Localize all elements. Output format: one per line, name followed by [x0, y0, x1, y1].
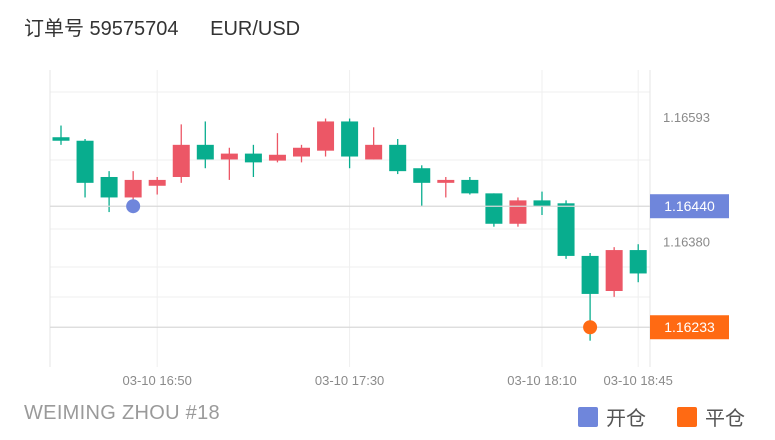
- open-swatch: [578, 406, 598, 427]
- candle-body: [509, 200, 527, 224]
- symbol-label: EUR/USD: [210, 18, 301, 40]
- candle: [76, 138, 94, 198]
- candle: [389, 138, 407, 175]
- candle: [100, 171, 118, 213]
- candle-body: [413, 168, 431, 183]
- legend-open-label: 开仓: [606, 408, 646, 430]
- x-tick-label: 03-10 16:50: [122, 373, 191, 388]
- candle-body: [557, 203, 575, 256]
- candle-body: [268, 154, 286, 161]
- chart-grid: [49, 70, 651, 367]
- candle-body: [461, 179, 479, 194]
- candle: [196, 121, 214, 169]
- candle-body: [629, 250, 647, 274]
- candle-body: [341, 121, 359, 157]
- candle: [268, 133, 286, 163]
- candle: [557, 200, 575, 259]
- candle-body: [244, 153, 262, 163]
- candle-body: [52, 137, 70, 141]
- candle-body: [293, 147, 310, 157]
- close-swatch: [677, 406, 697, 427]
- candle-body: [196, 144, 214, 160]
- candle-body: [148, 179, 166, 186]
- candle: [317, 118, 335, 157]
- candle: [485, 193, 503, 227]
- candles: [52, 118, 647, 341]
- open-price-tag-label: 1.16440: [664, 198, 715, 214]
- candle: [148, 176, 166, 195]
- candle-body: [533, 200, 551, 207]
- legend-open: 开仓: [578, 402, 646, 431]
- y-tick-label: 1.16593: [663, 110, 710, 125]
- candle: [605, 247, 623, 297]
- candle: [341, 118, 359, 169]
- candle-body: [389, 144, 407, 172]
- candle-body: [485, 193, 503, 224]
- x-tick-label: 03-10 18:45: [603, 373, 672, 388]
- candle-body: [437, 179, 455, 183]
- legend-close-label: 平仓: [705, 408, 745, 430]
- close-marker: [583, 320, 598, 335]
- candle: [244, 144, 262, 177]
- candle: [293, 144, 310, 163]
- price-lines: [50, 205, 650, 328]
- candle: [629, 244, 647, 283]
- axes: 1.16440 1.16233 1.16593 1.16380 03-10 16:50 0…: [122, 110, 729, 388]
- candle: [413, 165, 431, 207]
- candle: [365, 127, 383, 160]
- candle: [461, 176, 479, 195]
- open-marker: [126, 199, 141, 214]
- candle: [52, 125, 70, 145]
- candle-body: [76, 140, 94, 183]
- trade-markers: [126, 199, 598, 335]
- candle: [509, 197, 527, 227]
- candle-body: [365, 144, 383, 160]
- candle: [172, 124, 190, 183]
- candle: [220, 147, 238, 180]
- candle-body: [581, 255, 599, 294]
- candle-body: [124, 179, 142, 198]
- close-price-tag: [650, 315, 729, 340]
- order-number: 订单号 59575704: [24, 18, 179, 40]
- candle-body: [605, 250, 623, 291]
- chart-header: 订单号 59575704 EUR/USD: [24, 12, 300, 41]
- legend-close: 平仓: [677, 402, 745, 431]
- candle: [437, 176, 455, 198]
- y-tick-label: 1.16380: [663, 234, 710, 249]
- open-price-tag: [650, 194, 729, 219]
- candle: [533, 191, 551, 215]
- author-label: WEIMING ZHOU #18: [24, 402, 220, 424]
- close-price-tag-label: 1.16233: [664, 319, 715, 335]
- x-tick-label: 03-10 18:10: [507, 373, 576, 388]
- candle-body: [100, 176, 118, 198]
- candle-body: [172, 144, 190, 177]
- candle-body: [317, 121, 335, 151]
- candle-body: [220, 153, 238, 160]
- x-tick-label: 03-10 17:30: [315, 373, 384, 388]
